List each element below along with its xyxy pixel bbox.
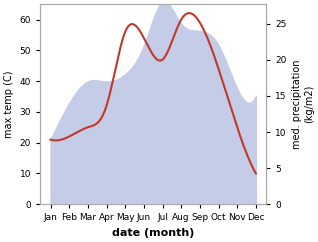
Y-axis label: max temp (C): max temp (C) bbox=[4, 70, 14, 138]
Y-axis label: med. precipitation
(kg/m2): med. precipitation (kg/m2) bbox=[292, 60, 314, 149]
X-axis label: date (month): date (month) bbox=[112, 228, 194, 238]
